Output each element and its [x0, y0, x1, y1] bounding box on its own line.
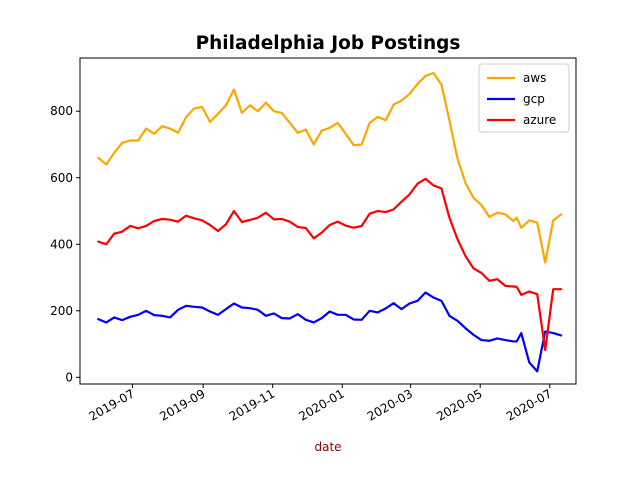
series-line-aws — [97, 71, 563, 264]
legend-label-gcp: gcp — [523, 92, 545, 106]
legend: aws gcp azure — [478, 63, 570, 133]
series-line-azure — [97, 177, 563, 352]
x-axis-label: date — [314, 440, 341, 454]
axes-frame — [79, 57, 577, 385]
chart-title: Philadelphia Job Postings — [196, 33, 461, 54]
y-tick-label: 600 — [50, 171, 73, 185]
y-tick-label: 800 — [50, 104, 73, 118]
legend-label-azure: azure — [523, 113, 556, 127]
y-tick-label: 200 — [50, 304, 73, 318]
legend-label-aws: aws — [523, 71, 546, 85]
legend-box — [478, 63, 570, 133]
y-tick-label: 400 — [50, 237, 73, 251]
y-tick-label: 0 — [65, 370, 73, 384]
series-line-gcp — [97, 291, 563, 373]
